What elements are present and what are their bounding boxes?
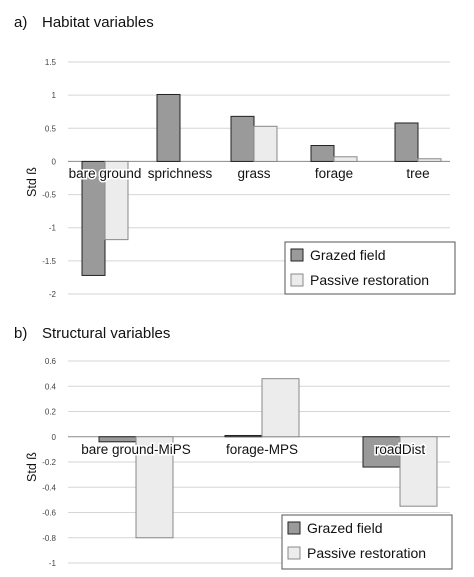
panel-label: a) xyxy=(14,14,27,31)
panel-title: Structural variables xyxy=(42,325,170,342)
y-tick-label: -0.2 xyxy=(42,458,56,467)
bar-passive-restoration-1 xyxy=(261,378,300,438)
y-tick-label: -2 xyxy=(49,290,57,299)
y-tick-label: 0.4 xyxy=(45,382,57,391)
y-tick-label: -1 xyxy=(49,559,57,568)
legend-label: Grazed field xyxy=(307,520,382,536)
legend-box xyxy=(284,241,456,295)
chart-panel-b: b) Structural variables 0.6 0.4 0.2 0 -0.2 -0.4… xyxy=(14,325,453,570)
category-label: sprichness xyxy=(148,166,213,181)
legend-swatch xyxy=(290,248,304,262)
legend-label: Passive restoration xyxy=(310,272,429,288)
bar-grazed-field-2 xyxy=(362,436,401,468)
bar-passive-restoration-2 xyxy=(253,125,278,162)
bar-passive-restoration-4 xyxy=(417,158,442,162)
bar-grazed-field-1 xyxy=(156,93,181,162)
bar-grazed-field-2 xyxy=(230,115,255,162)
y-tick-label: 0 xyxy=(52,433,57,442)
legend-swatch xyxy=(287,521,301,535)
y-axis-label: Std ß xyxy=(25,167,39,197)
y-tick-label: 0.6 xyxy=(45,357,57,366)
legend: Grazed field Passive restoration xyxy=(281,514,453,570)
y-tick-label: -1 xyxy=(49,224,57,233)
legend: Grazed field Passive restoration xyxy=(284,241,456,295)
category-label: forage-MPS xyxy=(226,442,298,457)
y-tick-label: 1.5 xyxy=(45,58,57,67)
bar-grazed-field-1 xyxy=(224,434,263,438)
bar-grazed-field-3 xyxy=(310,145,335,162)
panel-label: b) xyxy=(14,325,27,342)
category-label: roadDist xyxy=(375,442,426,457)
y-tick-label: -0.5 xyxy=(42,191,56,200)
category-label: forage xyxy=(315,166,353,181)
category-label: grass xyxy=(237,166,270,181)
y-tick-label: 1 xyxy=(52,91,57,100)
panel-title: Habitat variables xyxy=(42,14,154,31)
legend-box xyxy=(281,514,453,570)
bar-passive-restoration-2 xyxy=(399,436,438,507)
y-tick-label: -0.8 xyxy=(42,534,56,543)
category-label: bare ground-MiPS xyxy=(81,442,191,457)
y-tick-label: 0.5 xyxy=(45,124,57,133)
y-tick-label: 0.2 xyxy=(45,408,57,417)
bar-passive-restoration-0 xyxy=(135,436,174,539)
category-label: bare ground xyxy=(69,166,142,181)
y-tick-label: -1.5 xyxy=(42,257,56,266)
bar-grazed-field-4 xyxy=(394,122,419,162)
legend-swatch xyxy=(287,546,301,560)
y-tick-label: 0 xyxy=(52,157,57,166)
category-label: tree xyxy=(406,166,429,181)
y-axis-label: Std ß xyxy=(25,452,39,482)
chart-panel-a: a) Habitat variables 1.5 1 0.5 0 -0.5 -1 -1.5 -2 S… xyxy=(14,14,456,299)
bar-passive-restoration-0 xyxy=(104,160,129,241)
bar-passive-restoration-3 xyxy=(333,156,358,162)
legend-label: Passive restoration xyxy=(307,545,426,561)
legend-label: Grazed field xyxy=(310,247,385,263)
y-tick-label: -0.6 xyxy=(42,509,56,518)
y-tick-label: -0.4 xyxy=(42,483,56,492)
legend-swatch xyxy=(290,273,304,287)
